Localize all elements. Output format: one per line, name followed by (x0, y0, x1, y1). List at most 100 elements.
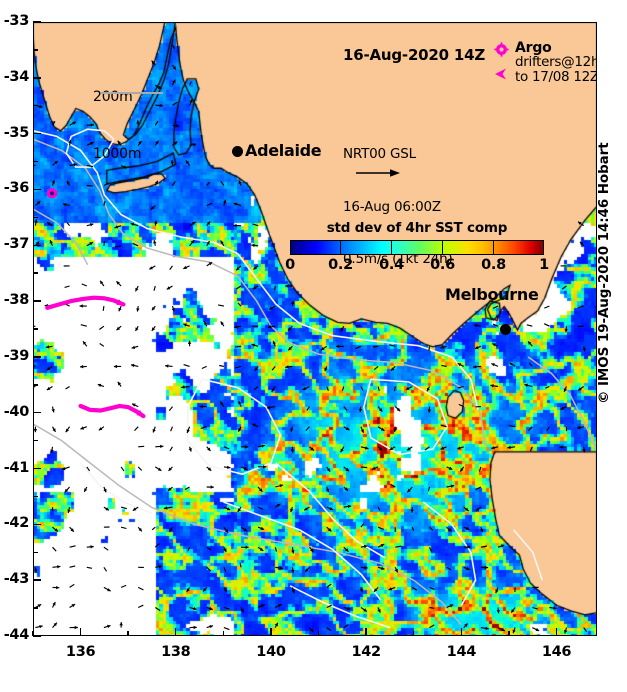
current-vector-head (251, 343, 256, 347)
current-vector (65, 386, 70, 390)
y-axis-tick-label: -33 (3, 13, 30, 29)
current-vector-head (485, 626, 489, 630)
current-vector-head (157, 467, 162, 471)
isobath-200m (186, 378, 282, 475)
current-vector (99, 343, 105, 347)
current-vector-head (360, 429, 364, 433)
current-vector (543, 323, 550, 327)
current-vector-head (238, 400, 242, 405)
current-vector (239, 562, 242, 568)
current-vector-head (278, 604, 282, 608)
colorbar-gradient (290, 240, 544, 255)
current-vector (377, 526, 385, 530)
argo-drifter-track[interactable] (45, 295, 126, 310)
current-vector-head (236, 266, 240, 271)
current-vector-head (64, 488, 69, 493)
current-vector-head (251, 243, 255, 248)
current-vector-head (285, 284, 289, 288)
current-vector (33, 364, 36, 367)
current-vector-head (62, 203, 67, 207)
x-axis-tick-label: 138 (161, 644, 191, 660)
current-vector-head (245, 445, 249, 449)
current-vector-head (130, 363, 135, 368)
current-vector-head (440, 345, 444, 349)
x-axis-minor-tick (127, 631, 129, 636)
current-vector (120, 526, 127, 530)
current-vector-head (135, 287, 139, 292)
current-vector-head (279, 484, 284, 488)
current-vector-head (509, 362, 513, 366)
current-vector-head (113, 364, 117, 369)
current-vector-head (97, 383, 102, 388)
current-vector (33, 164, 36, 167)
current-vector-head (252, 285, 257, 289)
current-vector-head (310, 628, 314, 632)
current-vector (99, 325, 105, 330)
current-vector-head (260, 604, 265, 608)
current-vector-head (39, 625, 43, 629)
current-vector-head (71, 604, 76, 608)
current-vector-head (223, 199, 227, 204)
current-vector-head (279, 566, 283, 570)
current-vector-head (407, 447, 411, 451)
current-vector (424, 446, 430, 451)
argo-track-line (45, 295, 126, 310)
x-axis-tick (555, 628, 558, 636)
current-vector-head (100, 280, 104, 285)
current-vector (532, 606, 538, 610)
current-vector-head (271, 388, 275, 392)
current-vector (237, 302, 242, 307)
current-vector-head (168, 487, 172, 491)
argo-float-icon (494, 42, 509, 57)
current-vector (169, 446, 173, 452)
argo-float-marker[interactable] (46, 188, 58, 199)
current-vector (360, 522, 365, 528)
current-vector (253, 386, 259, 391)
current-vector-head (492, 343, 496, 347)
current-vector-head (46, 367, 51, 371)
current-vector (393, 386, 396, 392)
current-vector-head (37, 604, 42, 608)
current-vector (183, 364, 190, 367)
current-vector-head (220, 321, 224, 325)
y-axis-tick-label: -43 (3, 571, 30, 588)
current-vector-head (175, 124, 180, 128)
current-vector-head (254, 367, 258, 371)
current-vector-head (138, 527, 142, 532)
current-vector-head (305, 568, 309, 572)
current-vector-head (272, 340, 276, 345)
isobath-1000m (33, 208, 89, 266)
current-vector-head (154, 180, 158, 185)
current-vector-head (448, 528, 452, 532)
current-vector-head (153, 240, 157, 244)
current-vector (103, 200, 106, 206)
current-vector-head (467, 545, 471, 549)
current-vector (220, 181, 225, 186)
y-axis-tick (33, 132, 41, 135)
current-vector-head (68, 139, 72, 144)
x-axis-minor-tick (222, 631, 225, 636)
current-vector-head (237, 508, 241, 512)
city-marker-adelaide[interactable] (232, 146, 243, 157)
current-vector-head (172, 66, 176, 70)
current-vector-head (340, 327, 344, 332)
current-vector-head (524, 383, 528, 387)
map-plot-area[interactable]: 200m 1000m 16-Aug-2020 14Z NRT00 GSL 16-… (33, 22, 597, 636)
current-vector-head (364, 566, 368, 570)
current-vector-head (291, 550, 295, 554)
y-axis-tick-label: -42 (3, 515, 30, 532)
current-vector-head (363, 544, 368, 549)
y-axis-tick (33, 412, 41, 414)
x-axis-minor-tick (317, 631, 320, 636)
city-marker-melbourne[interactable] (500, 324, 511, 335)
y-axis-minor-tick (33, 105, 38, 107)
argo-drifter-track[interactable] (78, 403, 146, 419)
colorbar-tick (391, 240, 393, 255)
city-label-melbourne: Melbourne (445, 285, 539, 304)
current-vector-head (559, 445, 563, 449)
argo-float-center (50, 191, 55, 196)
current-vector-head (34, 219, 38, 223)
current-vector-head (84, 488, 88, 492)
current-vector-head (65, 428, 69, 433)
current-vector (206, 566, 212, 572)
